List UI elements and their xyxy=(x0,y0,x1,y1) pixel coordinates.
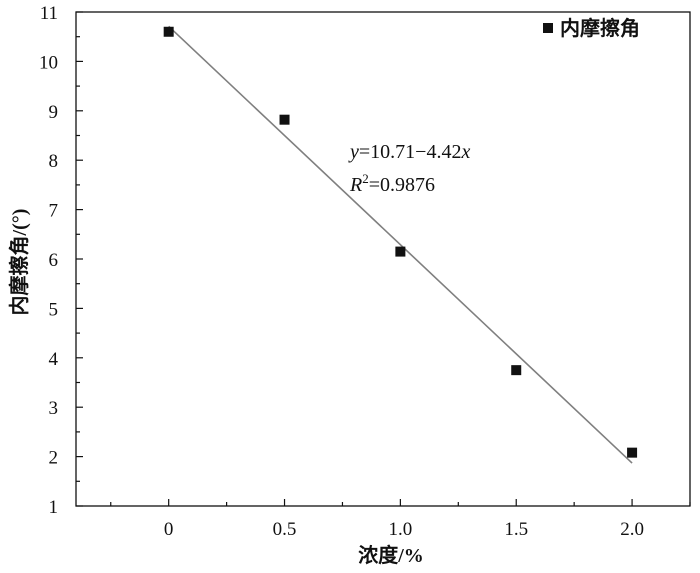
y-axis-title: 内摩擦角/(°) xyxy=(7,209,31,316)
y-tick-label: 7 xyxy=(49,201,59,222)
equation-body: =10.71−4.42 xyxy=(359,141,462,163)
y-tick-label: 11 xyxy=(40,3,58,24)
y-tick-label: 10 xyxy=(39,52,58,73)
r-squared-text: R2=0.9876 xyxy=(349,171,435,196)
x-tick-label: 2.0 xyxy=(620,519,644,540)
data-point xyxy=(627,447,638,458)
data-points xyxy=(163,26,638,458)
data-point xyxy=(279,114,290,125)
x-axis: 0 0.5 1.0 1.5 2.0 xyxy=(110,499,691,540)
equation-x-var: x xyxy=(460,141,470,163)
legend-marker xyxy=(543,23,553,33)
y-tick-label: 6 xyxy=(49,250,59,271)
r-squared-r: R xyxy=(349,174,362,196)
y-tick-label: 3 xyxy=(49,398,59,419)
fit-line-group xyxy=(168,25,633,464)
y-tick-label: 9 xyxy=(49,102,59,123)
x-axis-title: 浓度/% xyxy=(358,543,424,567)
fit-equation: y=10.71−4.42x R2=0.9876 xyxy=(348,141,470,196)
data-point xyxy=(395,246,406,257)
r-squared-value: =0.9876 xyxy=(369,174,435,196)
legend: 内摩擦角 xyxy=(543,16,640,40)
x-tick-label: 1.5 xyxy=(504,519,528,540)
equation-y-var: y xyxy=(348,141,359,163)
legend-label: 内摩擦角 xyxy=(560,16,640,40)
y-axis: 1 2 3 4 5 6 7 8 9 10 11 xyxy=(39,3,83,518)
fit-equation-text: y=10.71−4.42x xyxy=(348,141,470,163)
y-tick-label: 8 xyxy=(49,151,59,172)
y-tick-label: 1 xyxy=(49,497,59,518)
y-tick-label: 2 xyxy=(49,448,59,469)
fit-line xyxy=(168,25,633,464)
data-point xyxy=(511,365,522,376)
x-tick-label: 1.0 xyxy=(389,519,413,540)
y-tick-label: 4 xyxy=(49,349,59,370)
r-squared-sup: 2 xyxy=(362,171,369,186)
x-tick-label: 0.5 xyxy=(273,519,297,540)
x-tick-label: 0 xyxy=(164,519,174,540)
y-tick-label: 5 xyxy=(49,299,59,320)
data-point xyxy=(163,26,174,37)
